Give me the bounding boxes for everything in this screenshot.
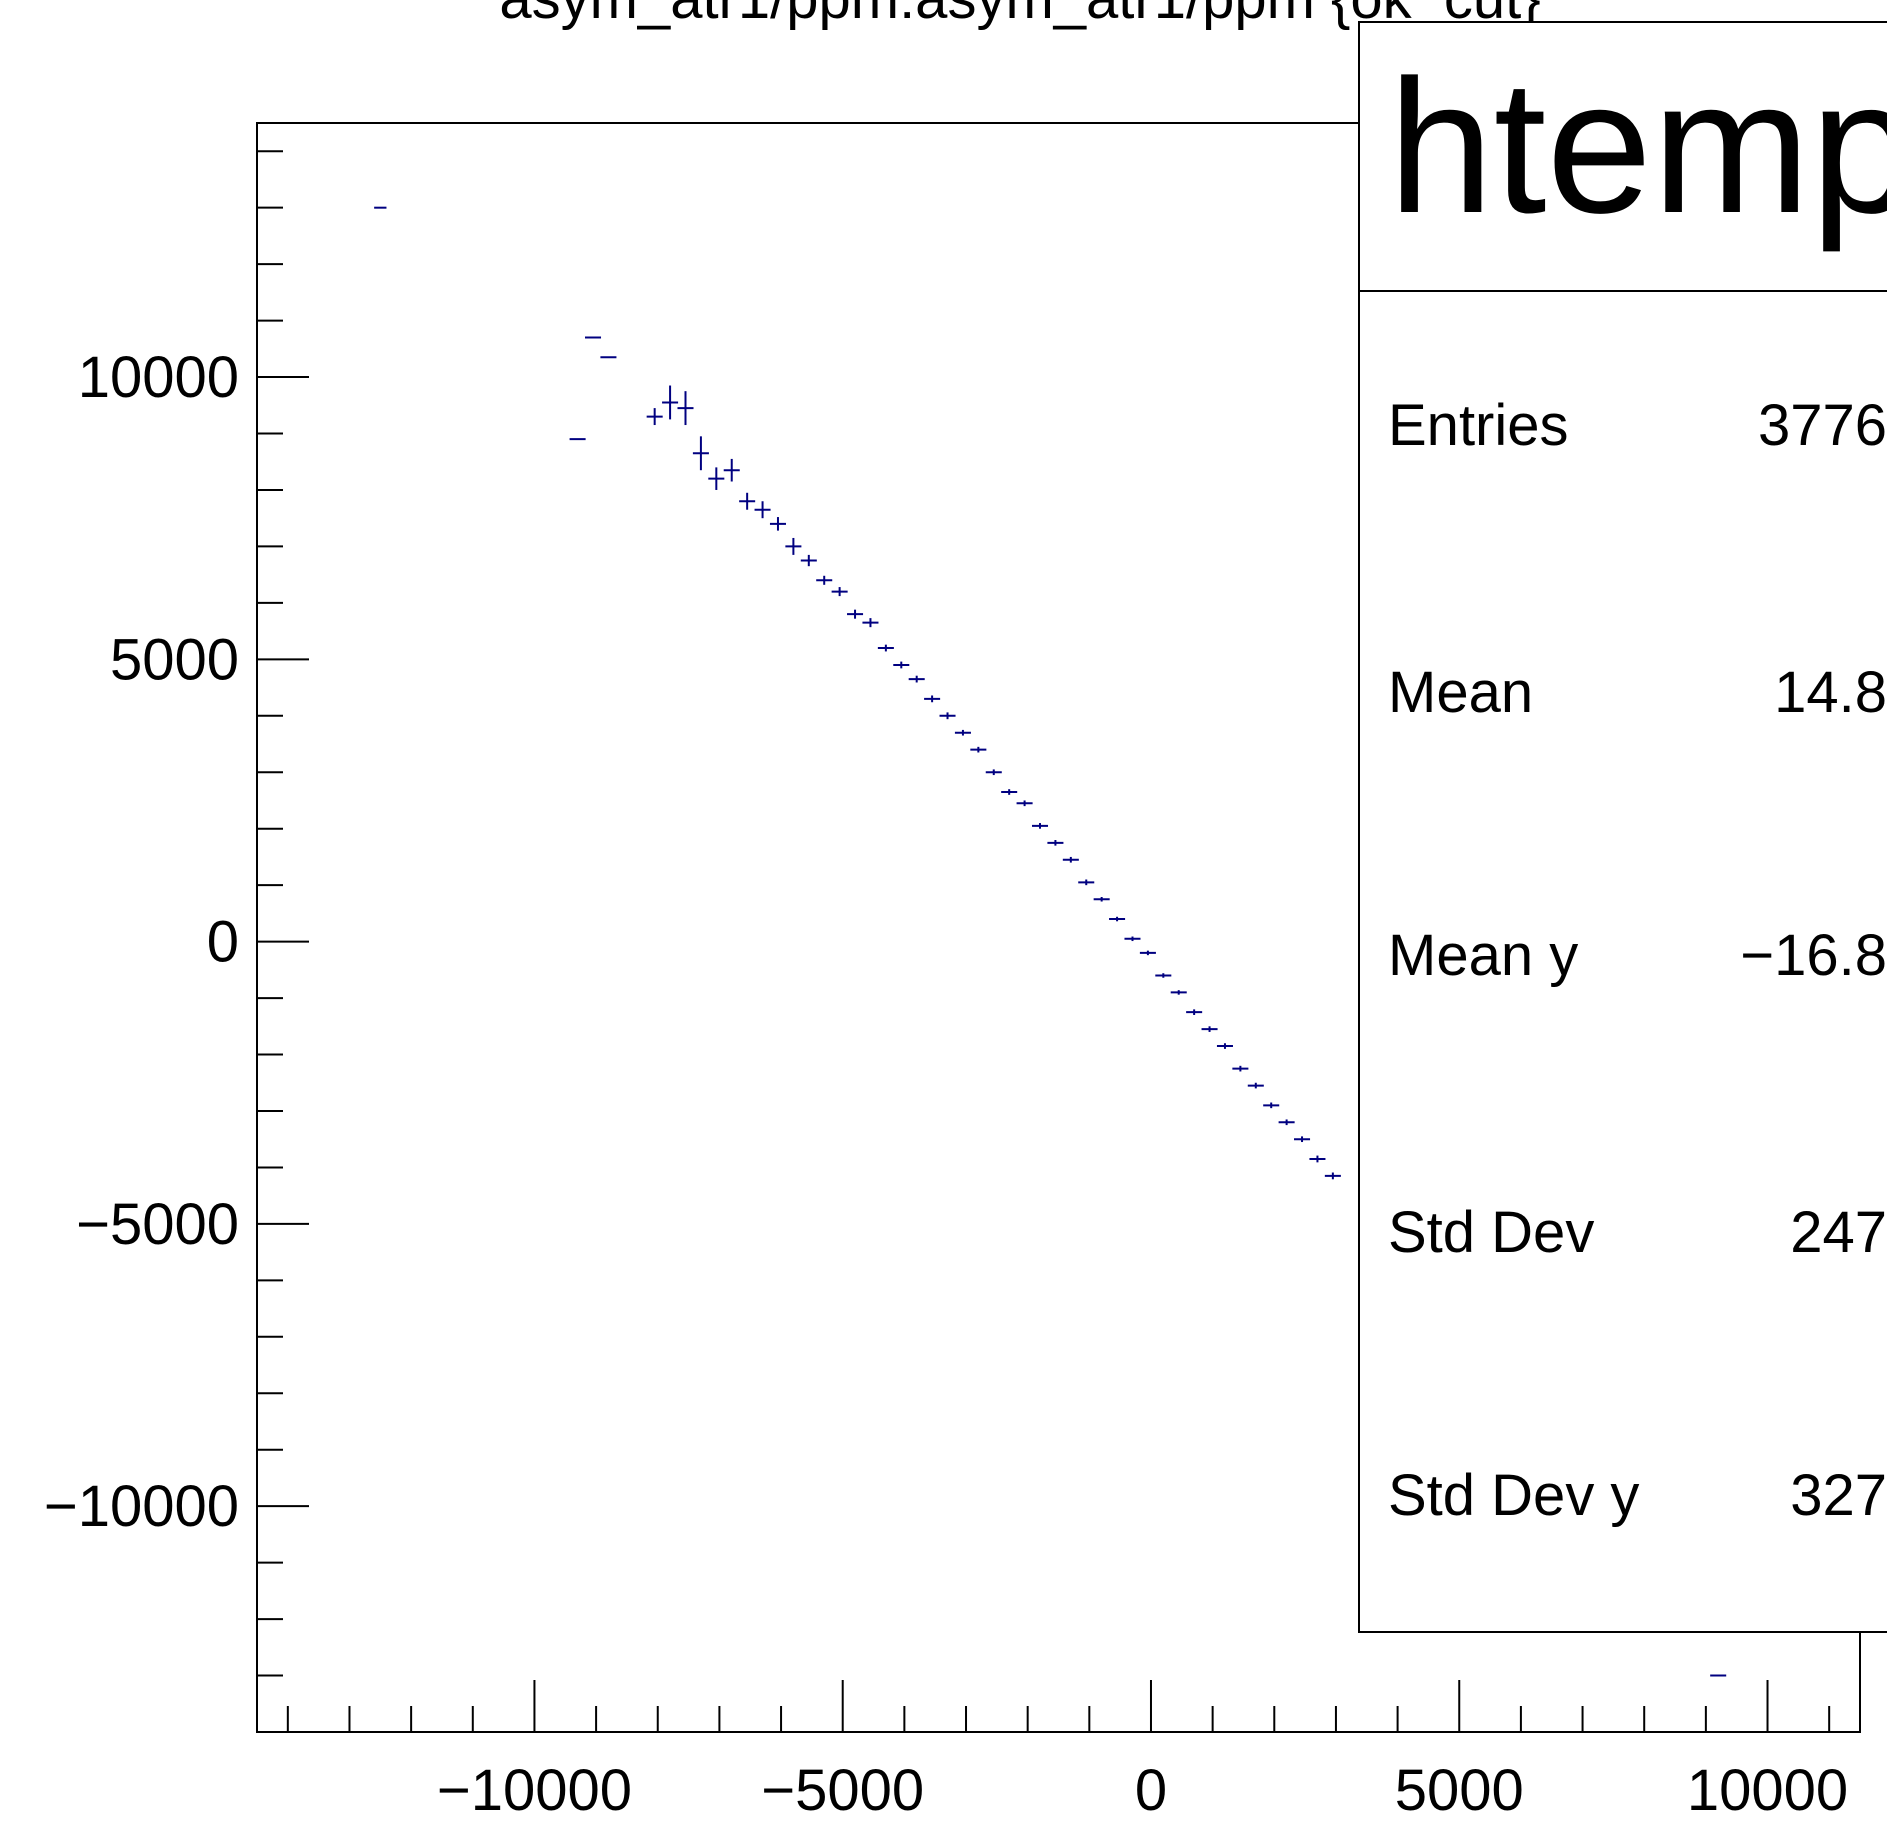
x-tick-label: −10000 xyxy=(437,1758,632,1821)
data-point xyxy=(1124,936,1141,942)
data-point xyxy=(1047,839,1064,846)
data-point xyxy=(1247,1082,1264,1089)
x-tick-label: 10000 xyxy=(1687,1758,1848,1821)
data-point xyxy=(831,587,848,597)
y-tick-label: −10000 xyxy=(44,1474,239,1539)
y-tick-label: −5000 xyxy=(76,1192,239,1257)
data-point xyxy=(739,492,756,510)
data-point xyxy=(847,609,864,619)
data-point xyxy=(954,729,971,736)
data-point xyxy=(970,746,987,753)
x-tick-label: 0 xyxy=(1135,1758,1167,1821)
data-point xyxy=(1263,1102,1280,1109)
data-point xyxy=(908,675,925,683)
data-point xyxy=(692,436,709,471)
data-point xyxy=(785,537,802,555)
data-point xyxy=(677,391,694,426)
data-markers xyxy=(374,206,1727,1677)
stats-row-value: 14.8 xyxy=(1774,660,1887,725)
data-point xyxy=(1155,973,1172,978)
data-point xyxy=(1062,856,1079,863)
stats-rows: Entries 3776 Mean 14.8 Mean y −16.8 Std Dev 247… xyxy=(1388,393,1887,1528)
data-point xyxy=(924,695,941,703)
data-point xyxy=(769,517,786,531)
x-tick-label: −5000 xyxy=(761,1758,924,1821)
data-point xyxy=(1139,950,1156,956)
stats-row-value: −16.8 xyxy=(1740,923,1887,988)
y-tick-label: 0 xyxy=(207,910,239,975)
data-point xyxy=(1109,916,1126,922)
data-point xyxy=(1216,1043,1233,1049)
data-point xyxy=(1294,1136,1311,1143)
x-axis: −10000 −5000 0 5000 10000 xyxy=(437,1680,1848,1821)
stats-row-key: Mean xyxy=(1388,660,1533,725)
data-point xyxy=(723,458,740,482)
y-axis: 10000 5000 0 −5000 −10000 xyxy=(44,345,309,1539)
data-point xyxy=(1093,897,1110,902)
data-point xyxy=(1186,1009,1203,1016)
stats-row-value: 327 xyxy=(1790,1463,1887,1528)
data-point xyxy=(816,575,833,585)
data-point xyxy=(646,408,663,426)
stats-row-key: Entries xyxy=(1388,393,1569,458)
data-point xyxy=(1278,1119,1295,1126)
data-point xyxy=(985,769,1002,776)
minor-ticks xyxy=(257,150,1831,1733)
stats-row-key: Mean y xyxy=(1388,923,1578,988)
data-point xyxy=(939,712,956,720)
data-point xyxy=(754,501,771,519)
stats-box-frame xyxy=(1358,21,1887,1633)
data-point xyxy=(1001,789,1018,795)
data-point xyxy=(1324,1172,1341,1180)
data-point xyxy=(1078,879,1095,886)
data-point xyxy=(662,385,679,420)
data-point xyxy=(1170,990,1187,995)
stats-box-name: htemp xyxy=(1388,41,1887,253)
stats-row-key: Std Dev xyxy=(1388,1200,1594,1265)
data-point xyxy=(1201,1026,1218,1032)
data-point xyxy=(893,661,910,669)
data-point xyxy=(708,467,725,490)
y-tick-label: 10000 xyxy=(78,345,239,410)
stats-row-key: Std Dev y xyxy=(1388,1463,1639,1528)
y-tick-label: 5000 xyxy=(110,627,239,692)
x-tick-label: 5000 xyxy=(1395,1758,1524,1821)
data-point xyxy=(1031,823,1049,829)
data-point xyxy=(1309,1155,1326,1163)
data-point xyxy=(877,644,894,652)
data-point xyxy=(800,554,817,567)
data-point xyxy=(1016,800,1033,807)
stats-box: htemp Entries 3776 Mean 14.8 Mean y −16.8 Std … xyxy=(1358,21,1887,1633)
data-point xyxy=(862,618,879,628)
data-point xyxy=(1232,1065,1249,1072)
stats-row-value: 3776 xyxy=(1758,393,1887,458)
stats-row-value: 247 xyxy=(1790,1200,1887,1265)
